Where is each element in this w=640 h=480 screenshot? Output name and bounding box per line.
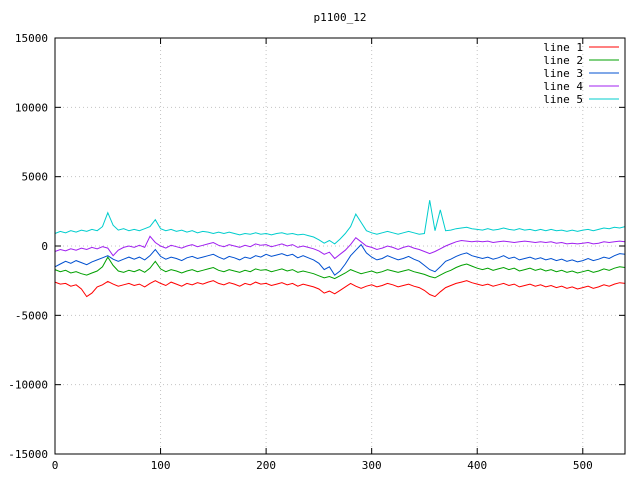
x-tick-label: 400 [467,459,487,472]
series-line-1 [54,280,626,298]
y-tick-label: 15000 [15,32,48,45]
y-tick-label: -15000 [8,448,48,461]
y-tick-label: -10000 [8,379,48,392]
legend-label: line 3 [543,67,583,80]
chart-title: p1100_12 [314,11,367,24]
axes: 0 100 200 300 400 500 -15000 -10000 -5000 0 5000 10… [8,32,626,472]
series-line-5 [54,200,626,245]
x-tick-label: 200 [256,459,276,472]
legend-label: line 2 [543,54,583,67]
legend-label: line 1 [543,41,583,54]
series-line-2 [54,256,626,280]
x-tick-label: 300 [362,459,382,472]
y-tick-label: -5000 [15,309,48,322]
y-tick-label: 5000 [22,171,49,184]
x-tick-label: 0 [52,459,59,472]
x-tick-label: 500 [573,459,593,472]
x-tick-label: 100 [151,459,171,472]
y-tick-label: 10000 [15,101,48,114]
y-tick-label: 0 [41,240,48,253]
series-lines [54,200,626,298]
legend-label: line 4 [543,80,583,93]
series-line-3 [54,243,626,276]
series-line-4 [54,235,626,260]
legend-label: line 5 [543,93,583,106]
